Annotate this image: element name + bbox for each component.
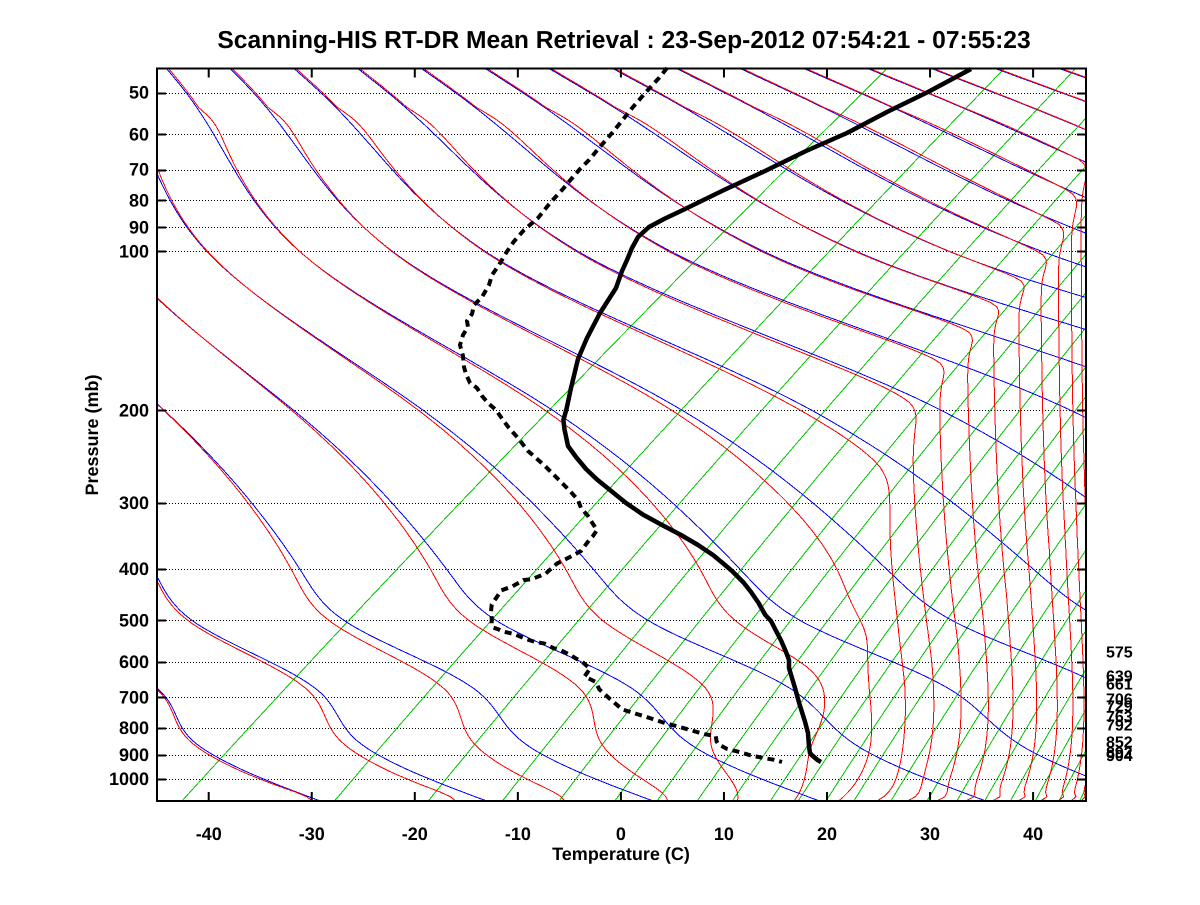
svg-text:200: 200 <box>119 400 149 420</box>
svg-text:100: 100 <box>119 241 149 261</box>
svg-text:763: 763 <box>1106 709 1133 726</box>
svg-text:729: 729 <box>1106 699 1133 716</box>
svg-text:661: 661 <box>1106 676 1133 693</box>
svg-text:80: 80 <box>129 190 149 210</box>
svg-text:575: 575 <box>1106 644 1133 661</box>
svg-text:600: 600 <box>119 652 149 672</box>
svg-text:0: 0 <box>616 824 626 844</box>
svg-text:60: 60 <box>129 124 149 144</box>
svg-text:300: 300 <box>119 493 149 513</box>
svg-text:70: 70 <box>129 160 149 180</box>
svg-text:30: 30 <box>920 824 940 844</box>
svg-text:Temperature (C): Temperature (C) <box>552 844 690 864</box>
svg-text:904: 904 <box>1106 748 1133 765</box>
svg-text:700: 700 <box>119 687 149 707</box>
svg-text:-30: -30 <box>299 824 325 844</box>
svg-text:800: 800 <box>119 718 149 738</box>
svg-text:852: 852 <box>1106 734 1133 751</box>
svg-text:900: 900 <box>119 745 149 765</box>
svg-text:Pressure (mb): Pressure (mb) <box>82 374 102 495</box>
svg-text:90: 90 <box>129 217 149 237</box>
svg-text:20: 20 <box>817 824 837 844</box>
svg-text:40: 40 <box>1023 824 1043 844</box>
svg-text:10: 10 <box>714 824 734 844</box>
svg-text:639: 639 <box>1106 669 1133 686</box>
svg-text:706: 706 <box>1106 691 1133 708</box>
svg-text:50: 50 <box>129 83 149 103</box>
svg-text:Scanning-HIS RT-DR Mean Retrie: Scanning-HIS RT-DR Mean Retrieval : 23-S… <box>217 27 1030 54</box>
svg-text:400: 400 <box>119 559 149 579</box>
svg-text:500: 500 <box>119 610 149 630</box>
svg-text:1000: 1000 <box>109 769 149 789</box>
svg-text:-10: -10 <box>505 824 531 844</box>
svg-text:-20: -20 <box>402 824 428 844</box>
svg-text:-40: -40 <box>196 824 222 844</box>
svg-text:792: 792 <box>1106 718 1133 735</box>
svg-text:892: 892 <box>1106 745 1133 762</box>
